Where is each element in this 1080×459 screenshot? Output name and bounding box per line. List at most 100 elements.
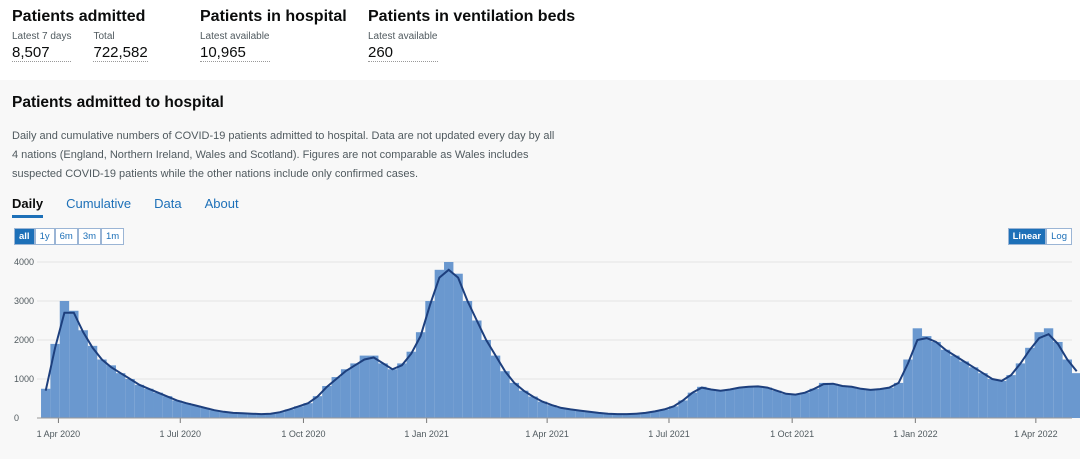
bar [397, 363, 407, 418]
bar [865, 389, 876, 418]
x-tick-label: 1 Jul 2020 [159, 429, 201, 439]
y-tick-label: 3000 [14, 296, 34, 306]
bar [734, 387, 744, 418]
metric-label: Total [93, 31, 115, 42]
bar [369, 355, 379, 418]
bar [1025, 347, 1035, 418]
bar [247, 413, 257, 418]
bar [294, 406, 304, 418]
bar [931, 341, 941, 418]
tab[interactable]: Daily [12, 196, 44, 218]
headline: Patients in hospital Latest available 10,9… [200, 8, 347, 62]
bar [219, 411, 229, 418]
bar [162, 396, 173, 418]
bar [922, 336, 932, 418]
metric-value: 8,507 [12, 44, 72, 62]
bar [265, 413, 276, 418]
average-line [44, 268, 1078, 416]
bar [275, 412, 285, 418]
headline: Patients admitted Latest 7 days 8,507 Total… [12, 8, 170, 62]
bar [706, 389, 716, 418]
range-button[interactable]: 6m [54, 228, 78, 245]
bar [228, 412, 238, 418]
bar [434, 269, 445, 418]
bar [697, 386, 707, 418]
range-buttons: all 1y 6m 3m 1m [14, 228, 125, 245]
range-button[interactable]: 3m [77, 228, 102, 245]
scale-button[interactable]: Log [1046, 228, 1072, 245]
x-tick-label: 1 Apr 2021 [525, 429, 569, 439]
bar [940, 349, 951, 418]
bar [640, 412, 651, 418]
metric: Latest available 10,965 [200, 31, 270, 62]
bar [622, 414, 632, 418]
bar [350, 363, 360, 418]
scale-buttons: Linear Log [1007, 228, 1072, 245]
metric: Latest available 260 [368, 31, 438, 62]
bar [997, 380, 1007, 418]
bar [125, 379, 135, 418]
bar [1053, 341, 1063, 418]
tab[interactable]: Cumulative [66, 196, 132, 211]
bar [987, 379, 998, 418]
chart: 0 1000 2000 3000 4000 1 Apr 2020 1 Jul 2020 1 O… [14, 257, 1080, 439]
bar [1043, 328, 1054, 418]
bar [818, 382, 829, 418]
headline: Patients in ventilation beds Latest avail… [368, 8, 575, 62]
x-tick-label: 1 Apr 2022 [1014, 429, 1058, 439]
headline-title: Patients in hospital [200, 8, 347, 25]
bar [378, 363, 388, 418]
bar [453, 273, 463, 418]
scale-button[interactable]: Linear [1007, 228, 1047, 245]
range-button[interactable]: 1y [34, 228, 55, 245]
bar [209, 410, 220, 418]
bar [584, 411, 594, 418]
bar [687, 392, 698, 418]
metric-label: Latest available [200, 31, 270, 42]
bar [959, 361, 969, 418]
bar [762, 387, 773, 418]
headline-title: Patients admitted [12, 8, 146, 25]
card: Patients admitted to hospital Daily and … [0, 80, 1080, 459]
metric: Total 722,582 [93, 31, 148, 62]
bar [556, 407, 566, 418]
bar [725, 389, 735, 418]
range-button[interactable]: all [14, 228, 35, 245]
bar [509, 382, 520, 418]
bar [200, 407, 210, 418]
metric-value: 10,965 [200, 44, 270, 62]
x-tick-label: 1 Oct 2021 [770, 429, 814, 439]
tab[interactable]: About [204, 196, 239, 211]
headlines: Patients admitted Latest 7 days 8,507 Total… [0, 0, 1080, 80]
tab[interactable]: Data [154, 196, 182, 211]
bar [603, 413, 613, 418]
bar [856, 388, 866, 418]
metric-value: 260 [368, 44, 438, 62]
bar [78, 330, 88, 418]
bar [828, 383, 838, 418]
bar [50, 343, 60, 418]
bar [575, 410, 585, 418]
bar [715, 390, 726, 418]
card-title: Patients admitted to hospital [12, 94, 224, 111]
bar [69, 310, 79, 418]
bar [256, 414, 266, 418]
bar [481, 340, 491, 418]
bar [144, 388, 154, 418]
bar [115, 373, 126, 418]
bar [903, 359, 913, 418]
x-tick-label: 1 Apr 2020 [37, 429, 81, 439]
bar [59, 301, 70, 418]
bar [359, 355, 370, 418]
range-button[interactable]: 1m [101, 228, 125, 245]
bar [87, 345, 98, 418]
bar [593, 412, 604, 418]
bar [790, 394, 801, 418]
description: Daily and cumulative numbers of COVID-19… [12, 130, 555, 180]
tabs: Daily Cumulative Data About [12, 196, 262, 218]
bar [800, 392, 810, 418]
x-tick-label: 1 Jan 2021 [404, 429, 449, 439]
bar [500, 371, 510, 418]
y-tick-label: 0 [14, 413, 19, 423]
bar [425, 301, 435, 418]
